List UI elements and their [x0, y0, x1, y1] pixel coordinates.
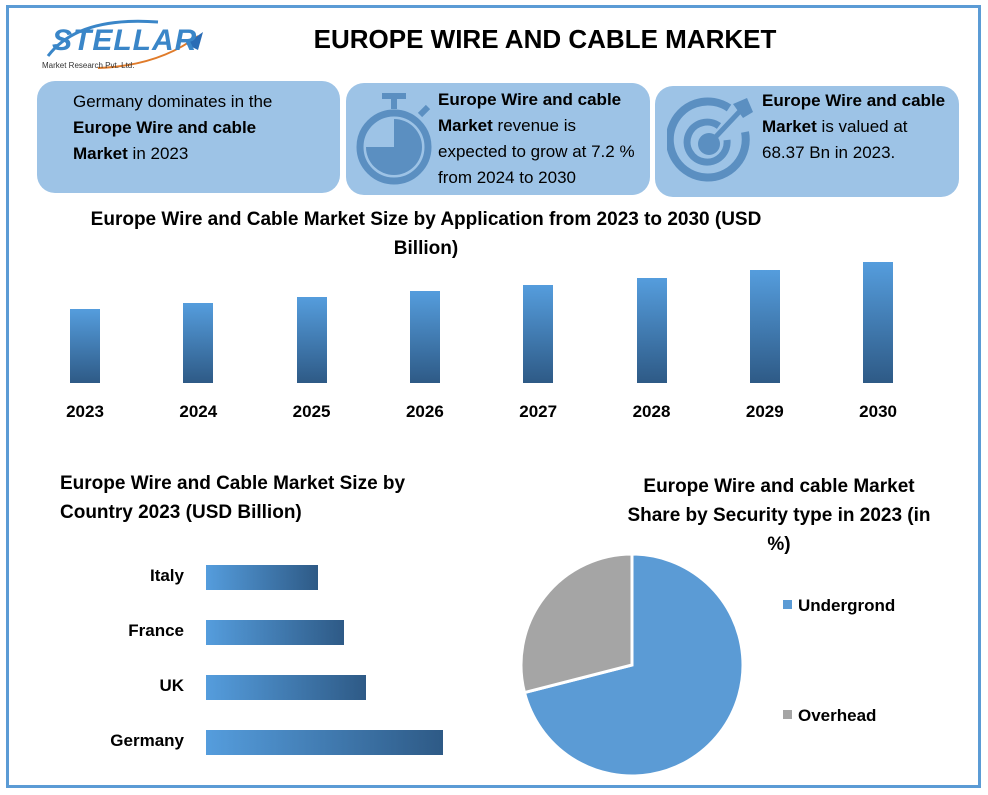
application-chart-title: Europe Wire and Cable Market Size by App… [40, 205, 812, 263]
pie-slice-overhead [519, 552, 634, 695]
card-line: 68.37 Bn in 2023. [762, 143, 896, 162]
bar-2026 [409, 291, 440, 383]
x-tick-label: 2028 [632, 402, 671, 421]
x-tick-label: 2025 [292, 402, 331, 421]
card-bold: Market [73, 144, 128, 163]
bar-2027 [523, 284, 554, 383]
bar-uk [206, 675, 366, 700]
chart-title-line: Europe Wire and cable Market [643, 476, 915, 497]
card-line: Germany dominates in the [73, 92, 273, 111]
bar-2028 [636, 277, 667, 383]
card-bold: Europe Wire and cable [73, 118, 257, 137]
security-type-pie-chart [519, 552, 745, 778]
card-bold: Europe Wire and cable [762, 91, 946, 110]
info-card-value: Europe Wire and cable Market is valued a… [655, 86, 959, 197]
legend-item-underground: Undergrond [783, 596, 895, 616]
x-tick-label: 2023 [66, 402, 104, 421]
legend-swatch [783, 710, 792, 720]
stopwatch-icon [356, 93, 432, 185]
y-tick-label: France [128, 621, 184, 640]
x-tick-label: 2030 [859, 402, 897, 421]
logo-text: STELLAR [52, 24, 198, 57]
target-icon [667, 97, 753, 182]
bar-2025 [296, 297, 327, 383]
logo-subtext: Market Research Pvt. Ltd. [42, 61, 135, 70]
card-text: in 2023 [127, 144, 189, 163]
chart-title-line: Country 2023 (USD Billion) [60, 502, 302, 523]
pie-chart-title: Europe Wire and cable Market Share by Se… [590, 472, 968, 559]
y-tick-label: Italy [149, 566, 184, 585]
x-tick-label: 2027 [519, 402, 558, 421]
chart-title-line: Europe Wire and Cable Market Size by [60, 473, 406, 494]
card-text: revenue is [492, 116, 576, 135]
card-bold: Market [762, 117, 817, 136]
card-bold: Europe Wire and cable [438, 90, 622, 109]
bar-italy [206, 565, 318, 590]
chart-title-line: Europe Wire and Cable Market Size by App… [90, 209, 762, 230]
x-tick-label: 2026 [405, 402, 444, 421]
card-line: expected to grow at 7.2 % [438, 142, 635, 161]
stellar-logo: STELLAR Market Research Pvt. Ltd. [38, 14, 208, 72]
chart-title-line: Billion) [393, 238, 459, 259]
logo-swoosh-icon [46, 19, 203, 69]
chart-title-line: Share by Security type in 2023 (in [627, 505, 931, 526]
infographic-frame [6, 5, 981, 788]
card-line: from 2024 to 2030 [438, 168, 576, 187]
bar-2029 [749, 270, 780, 383]
bar-2023 [70, 308, 100, 383]
legend-item-overhead: Overhead [783, 706, 876, 726]
legend-swatch [783, 600, 792, 610]
bar-2030 [863, 262, 894, 383]
y-tick-label: Germany [110, 731, 184, 750]
x-tick-label: 2024 [179, 402, 218, 421]
legend-label: Overhead [798, 706, 877, 725]
bar-germany [206, 730, 443, 755]
x-tick-label: 2029 [745, 402, 784, 421]
info-card-germany: Germany dominates in the Europe Wire and… [37, 81, 340, 193]
page-title: EUROPE WIRE AND CABLE MARKET [313, 24, 777, 54]
country-chart-title: Europe Wire and Cable Market Size by Cou… [60, 469, 450, 527]
bar-france [206, 620, 344, 645]
legend-label: Undergrond [798, 596, 896, 615]
y-tick-label: UK [159, 676, 184, 695]
bar-2024 [183, 303, 214, 383]
pie-slice-undergrond [522, 552, 745, 778]
info-card-growth: Europe Wire and cable Market revenue is … [346, 83, 650, 195]
card-bold: Market [438, 116, 493, 135]
chart-title-line: %) [767, 534, 791, 555]
card-text: is valued at [816, 117, 908, 136]
